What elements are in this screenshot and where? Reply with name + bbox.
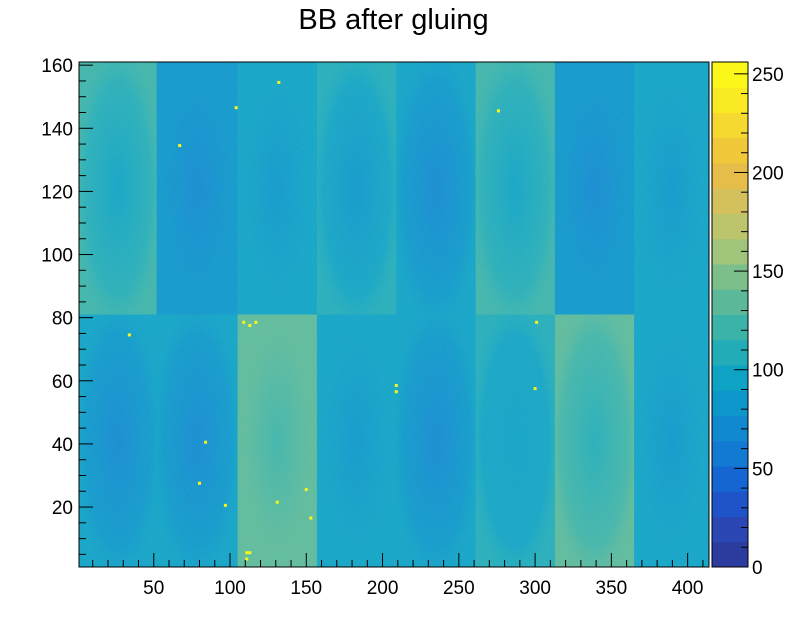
x-tick-label: 200 [367,578,399,599]
colorbar-band [712,415,748,442]
colorbar-band [712,87,748,113]
colorbar-tick-label: 100 [752,361,784,382]
hot-pixel [242,320,246,324]
x-tick-label: 50 [143,578,164,599]
hot-pixel [178,144,182,148]
hot-pixel [197,481,201,485]
colorbar-band [712,440,748,467]
hot-pixel [245,557,249,561]
y-tick-label: 100 [41,246,73,267]
colorbar-tick-label: 0 [752,558,763,579]
hot-pixels [127,80,539,561]
colorbar-band [712,339,748,366]
y-axis: 20 40 60 80 100 120 140 160 [41,56,93,555]
hot-pixel [394,390,398,394]
x-tick-label: 150 [290,578,322,599]
colorbar-frame [711,61,749,568]
colorbar-tick-label: 200 [752,163,784,184]
hot-pixel [248,551,252,555]
colorbar-tick-label: 250 [752,65,784,86]
y-tick-label: 40 [52,435,73,456]
colorbar-band [712,62,748,88]
hot-pixel [309,516,313,520]
y-tick-label: 160 [41,56,73,77]
colorbar-tick-label: 50 [752,459,773,480]
hot-pixel [275,500,279,504]
y-tick-label: 80 [52,309,73,330]
chart-title: BB after gluing [298,4,489,36]
colorbar-band [712,137,748,164]
colorbar-band [712,516,748,543]
colorbar-band [712,390,748,416]
x-axis: 50 100 150 200 250 300 350 400 [92,553,704,599]
hot-pixel [394,383,398,387]
y-tick-label: 60 [52,372,73,393]
colorbar-band [712,264,748,290]
x-tick-label: 100 [214,578,246,599]
hot-pixel [234,106,238,110]
hot-pixel [304,488,308,492]
hot-pixel [533,387,537,391]
hot-pixel [535,320,539,324]
colorbar-band [712,314,748,341]
hot-pixel [245,551,249,555]
y-tick-label: 120 [41,182,73,203]
hot-pixel [496,109,500,113]
x-tick-label: 350 [596,578,628,599]
hot-pixel [277,80,281,84]
y-tick-label: 20 [52,498,73,519]
hot-pixel [127,333,131,337]
hot-pixel [223,503,227,507]
plot-frame [78,61,710,568]
hot-pixel [248,323,252,327]
x-tick-label: 250 [443,578,475,599]
colorbar-band [712,541,748,568]
colorbar-band [712,491,748,517]
colorbar-band [712,112,748,139]
colorbar-band [712,365,748,391]
colorbar-band [712,213,748,240]
hot-pixel [254,320,258,324]
colorbar: 0 50 100 150 200 250 [711,61,784,579]
heatmap-noise-texture [79,62,709,567]
hot-pixel [204,440,208,444]
colorbar-band [712,163,748,189]
y-tick-label: 140 [41,119,73,140]
x-tick-label: 400 [672,578,704,599]
colorbar-band [712,289,748,315]
colorbar-band [712,466,748,492]
colorbar-tick-label: 150 [752,262,784,283]
x-tick-label: 300 [519,578,551,599]
